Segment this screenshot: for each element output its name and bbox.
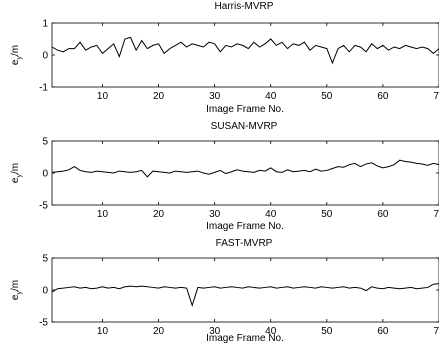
y-axis-label-main: e [10,177,21,183]
y-tick-label: -1 [39,83,48,94]
subplot-title: SUSAN-MVRP [211,121,278,132]
x-tick-label: 70 [433,209,439,220]
y-tick-label: 0 [42,286,48,297]
y-axis-label-sub: y [16,56,23,60]
y-axis-label: ey/m [10,280,23,300]
series-line [51,36,439,65]
y-axis-label-unit: /m [10,280,21,291]
y-axis-label: ey/m [10,45,23,65]
x-tick-label: 20 [153,209,165,220]
y-tick-label: 5 [42,137,48,148]
x-tick-label: 30 [209,209,221,220]
x-tick-label: 10 [97,91,109,102]
y-tick-label: 0 [42,169,48,180]
y-axis-label-sub: y [16,291,23,295]
y-tick-label: 1 [42,19,48,30]
x-tick-label: 50 [321,209,333,220]
subplot-harris: Harris-MVRP ey/m Image Frame No. 10 20 30 4… [10,1,439,115]
y-axis-label-sub: y [16,174,23,178]
tick-group: 10 20 30 40 50 60 70 -5 0 5 [39,137,439,220]
subplot-fast: FAST-MVRP ey/m Image Frame No. 10 20 30 40 5… [10,238,439,344]
axes-box [51,140,439,206]
x-axis-label: Image Frame No. [206,333,284,344]
series-line [51,159,439,178]
x-tick-label: 30 [209,326,221,337]
x-tick-label: 40 [265,326,277,337]
x-tick-label: 60 [377,209,389,220]
x-tick-label: 40 [265,209,277,220]
x-tick-label: 20 [153,326,165,337]
x-tick-label: 70 [433,91,439,102]
x-tick-label: 60 [377,91,389,102]
y-axis-label-unit: /m [10,45,21,56]
x-axis-label: Image Frame No. [206,104,284,115]
y-axis-label-main: e [10,294,21,300]
y-tick-label: -5 [39,318,48,329]
x-tick-label: 10 [97,326,109,337]
subplot-title: Harris-MVRP [215,1,274,12]
y-tick-label: 0 [42,51,48,62]
x-tick-label: 70 [433,326,439,337]
y-tick-label: -5 [39,201,48,212]
axes-box [51,22,439,88]
y-axis-label-main: e [10,59,21,65]
x-tick-label: 50 [321,326,333,337]
tick-group: 10 20 30 40 50 60 70 -5 0 5 [39,254,439,337]
y-axis-label: ey/m [10,163,23,183]
series-line [51,283,439,308]
tick-group: 10 20 30 40 50 60 70 -1 0 1 [39,19,439,102]
x-tick-label: 50 [321,91,333,102]
y-tick-label: 5 [42,254,48,265]
subplot-title: FAST-MVRP [216,238,273,249]
y-axis-label-unit: /m [10,163,21,174]
subplot-susan: SUSAN-MVRP ey/m Image Frame No. 10 20 30 40… [10,121,439,232]
x-axis-label: Image Frame No. [206,221,284,232]
x-tick-label: 30 [209,91,221,102]
axes-box [51,257,439,323]
x-tick-label: 10 [97,209,109,220]
x-tick-label: 20 [153,91,165,102]
x-tick-label: 40 [265,91,277,102]
x-tick-label: 60 [377,326,389,337]
